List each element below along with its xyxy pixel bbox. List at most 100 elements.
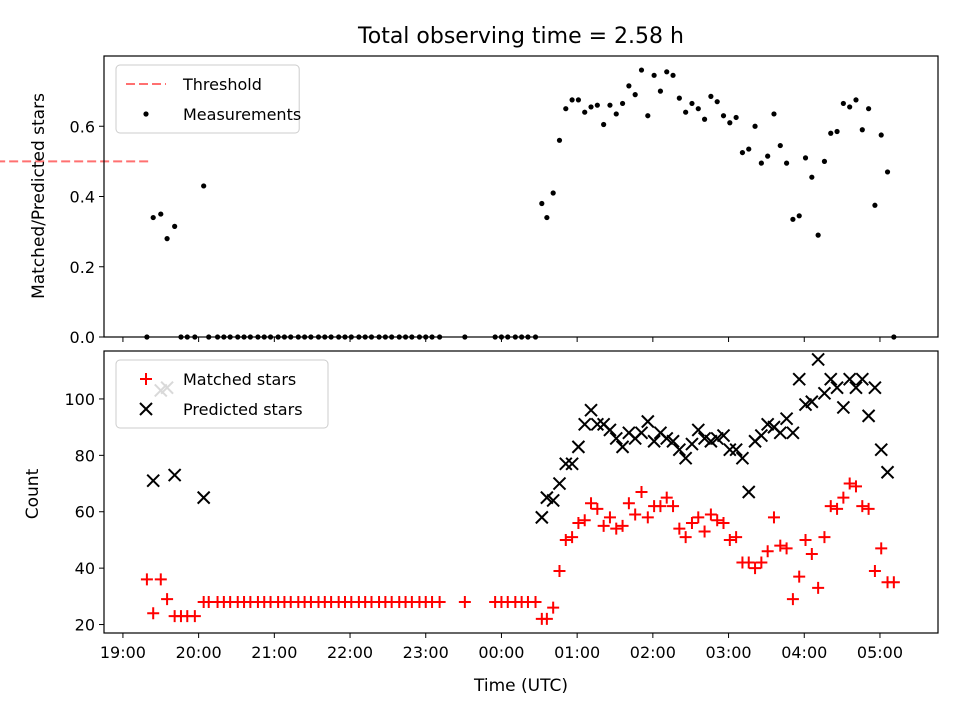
- measurement-point: [158, 211, 164, 217]
- measurement-point: [840, 100, 846, 107]
- measurement-point: [758, 160, 764, 166]
- matched-stars-point: [761, 545, 774, 558]
- predicted-stars-point: [559, 457, 573, 471]
- matched-stars-point: [161, 593, 174, 606]
- measurement-point: [872, 202, 878, 208]
- measurement-point: [777, 142, 783, 149]
- predicted-stars-point: [742, 485, 756, 499]
- measurement-point: [201, 183, 207, 189]
- measurement-point: [544, 214, 550, 221]
- predicted-stars-point: [805, 395, 819, 409]
- predicted-stars-point: [571, 440, 586, 454]
- legend: Matched stars Predicted stars: [115, 359, 329, 429]
- measurement-point: [796, 213, 802, 219]
- matched-stars-point: [154, 573, 167, 586]
- x-tick-label: 19:00: [100, 643, 146, 662]
- matched-stars-point: [755, 556, 768, 569]
- measurement-point: [821, 158, 828, 164]
- matched-stars-point: [698, 525, 711, 538]
- predicted-stars-point: [584, 403, 598, 417]
- matched-stars-point: [824, 500, 837, 513]
- predicted-stars-point: [773, 426, 787, 440]
- y-axis-label-count: Count: [23, 468, 43, 519]
- measurement-point: [657, 88, 664, 94]
- predicted-stars-point: [830, 380, 844, 395]
- measurement-point: [828, 130, 834, 136]
- predicted-stars-point: [666, 434, 680, 448]
- x-tick-label: 04:00: [781, 643, 827, 662]
- matched-stars-point: [679, 531, 692, 544]
- x-tick-label: 03:00: [705, 643, 751, 662]
- measurement-point: [556, 137, 563, 143]
- predicted-stars-point: [874, 442, 888, 457]
- measurement-point: [752, 123, 758, 129]
- predicted-stars-point: [647, 434, 661, 448]
- predicted-stars-point: [565, 457, 579, 471]
- legend-measurement-swatch: [143, 111, 149, 117]
- predicted-stars-point: [817, 386, 832, 401]
- measurement-point: [866, 106, 872, 112]
- matched-stars-point: [547, 601, 560, 614]
- measurement-point: [701, 116, 708, 122]
- matched-stars-point: [849, 480, 862, 493]
- matched-stars-point: [812, 581, 825, 594]
- measurement-point: [594, 102, 600, 108]
- matched-stars-point: [566, 531, 579, 544]
- measurement-point: [708, 93, 714, 99]
- measurement-point: [878, 132, 884, 138]
- predicted-stars-point: [849, 380, 863, 395]
- matched-stars-point: [529, 595, 542, 608]
- matched-stars-point: [660, 491, 673, 504]
- matched-stars-point: [717, 517, 730, 530]
- predicted-stars-point: [824, 372, 838, 386]
- matched-stars-point: [793, 570, 806, 583]
- y-tick-label: 80: [75, 446, 95, 465]
- predicted-stars-point: [842, 372, 857, 386]
- measurement-point: [575, 97, 582, 103]
- matched-stars-point: [629, 508, 642, 521]
- measurement-point: [859, 127, 865, 133]
- matched-stars-point: [667, 500, 680, 513]
- y-tick-label: 0.2: [70, 258, 95, 277]
- predicted-stars-point: [723, 442, 737, 457]
- matched-stars-point: [843, 477, 856, 490]
- x-tick-label: 22:00: [327, 643, 373, 662]
- measurement-point: [815, 232, 821, 238]
- measurement-point: [619, 100, 626, 107]
- measurement-point: [670, 72, 676, 78]
- measurement-point: [664, 69, 670, 75]
- matched-stars-point: [635, 486, 648, 498]
- x-tick-label: 23:00: [403, 643, 449, 662]
- matched-stars-point: [433, 595, 446, 608]
- measurement-point: [172, 223, 178, 229]
- measurement-point: [727, 120, 733, 126]
- matched-stars-point: [685, 517, 698, 530]
- matched-stars-point: [603, 511, 616, 524]
- y-tick-label: 100: [64, 390, 95, 409]
- matched-stars-point: [799, 533, 812, 546]
- measurement-point: [720, 113, 727, 119]
- top-panel: 0.0 0.2 0.4 0.6 Threshold Measurements: [0, 55, 939, 347]
- legend-matched-swatch: [140, 373, 152, 385]
- predicted-stars-point: [634, 426, 649, 440]
- measurement-point: [569, 97, 575, 103]
- measurement-point: [853, 97, 859, 103]
- predicted-stars-point: [855, 372, 870, 386]
- y-tick-label: 20: [75, 616, 95, 635]
- matched-stars-point: [572, 517, 585, 530]
- x-axis-label: Time (UTC): [473, 676, 568, 696]
- matched-stars-point: [723, 533, 736, 546]
- matched-stars-point: [862, 502, 875, 515]
- measurement-point: [676, 95, 682, 101]
- chart-title: Total observing time = 2.58 h: [357, 24, 684, 49]
- measurement-point: [733, 114, 739, 121]
- measurement-point: [563, 106, 569, 112]
- measurement-point: [834, 128, 840, 135]
- y-tick-label: 0.4: [70, 188, 95, 207]
- x-tick-label: 00:00: [478, 643, 524, 662]
- predicted-stars-point: [603, 423, 617, 437]
- matched-stars-point: [805, 548, 818, 561]
- measurement-point: [714, 99, 720, 105]
- predicted-stars-point: [792, 372, 806, 386]
